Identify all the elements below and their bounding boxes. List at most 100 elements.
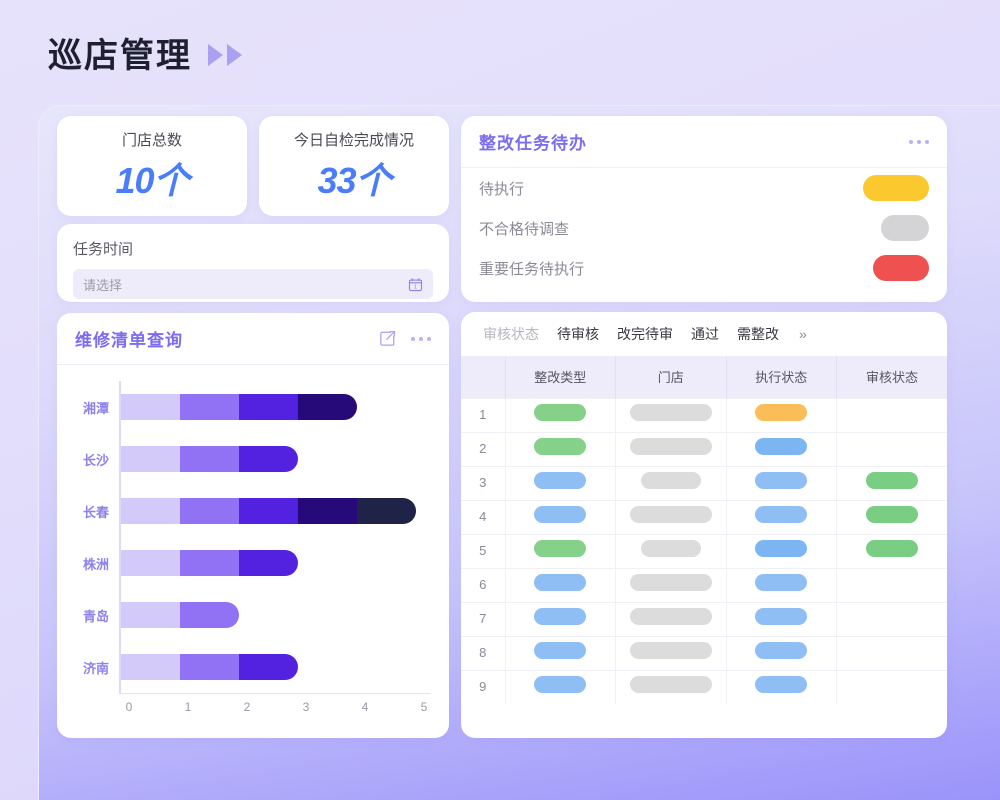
share-export-icon[interactable] (378, 329, 397, 348)
table-cell-exec (726, 601, 837, 636)
bar-track (119, 433, 431, 485)
table-row[interactable]: 6 (461, 567, 947, 602)
table-cell-exec (726, 465, 837, 500)
status-badge (629, 404, 712, 421)
todo-row[interactable]: 不合格待调查 (461, 208, 947, 248)
filter-item-0[interactable]: 待审核 (557, 326, 599, 342)
table-cell-type (505, 431, 616, 466)
table-cell-type (505, 635, 616, 670)
status-badge (755, 506, 808, 523)
svg-text:1: 1 (414, 284, 417, 290)
table-cell-index: 9 (461, 669, 506, 704)
table-cell-exec (726, 431, 837, 466)
table-row[interactable]: 4 (461, 499, 947, 534)
table-cell-audit (836, 397, 947, 432)
table-row[interactable]: 3 (461, 465, 947, 500)
todo-row[interactable]: 重要任务待执行 (461, 248, 947, 288)
stacked-bar[interactable] (121, 550, 298, 576)
table-header-exec: 执行状态 (726, 356, 837, 398)
stacked-bar[interactable] (121, 602, 239, 628)
table-header-type: 整改类型 (505, 356, 616, 398)
table-row[interactable]: 2 (461, 431, 947, 466)
status-badge (755, 472, 808, 489)
todo-row[interactable]: 待执行 (461, 168, 947, 208)
status-badge (534, 540, 587, 557)
stat-value: 10个 (115, 159, 189, 201)
table-cell-type (505, 601, 616, 636)
bar-segment (239, 654, 298, 680)
bar-segment (298, 394, 357, 420)
more-horizontal-icon[interactable] (909, 139, 929, 144)
bar-track (119, 537, 431, 589)
calendar-icon[interactable]: 1 (408, 277, 423, 292)
bar-category-label: 济南 (82, 660, 109, 676)
status-badge (866, 540, 918, 557)
bar-segment (121, 394, 180, 420)
bar-segment (180, 498, 239, 524)
stacked-bar[interactable] (121, 446, 298, 472)
more-horizontal-icon[interactable] (411, 336, 431, 341)
rectification-table-card: 审核状态 待审核 改完待审 通过 需整改 » 整改类型 门店 执行状态 审核状态… (461, 312, 947, 738)
bar-category-label: 青岛 (82, 608, 109, 624)
table-cell-exec (726, 635, 837, 670)
todo-row-label: 待执行 (479, 180, 525, 198)
filter-bar: 审核状态 待审核 改完待审 通过 需整改 » (461, 312, 947, 356)
chart-card-header: 维修清单查询 (57, 313, 449, 365)
table-cell-store (615, 431, 727, 466)
table-row[interactable]: 1 (461, 397, 947, 432)
bar-row: 长春 (75, 485, 431, 537)
chart-card-title: 维修清单查询 (75, 331, 183, 350)
table-cell-store (615, 669, 727, 704)
axis-tick-label: 5 (420, 700, 428, 714)
todo-card-header: 整改任务待办 (461, 116, 947, 168)
table-cell-audit (836, 669, 947, 704)
table-cell-audit (836, 431, 947, 466)
table-cell-type (505, 499, 616, 534)
stacked-bar[interactable] (121, 498, 416, 524)
status-badge (629, 608, 712, 625)
table-row[interactable]: 9 (461, 669, 947, 704)
filter-item-3[interactable]: 需整改 (737, 326, 779, 342)
status-badge (640, 472, 701, 489)
bar-row: 青岛 (75, 589, 431, 641)
status-badge (629, 438, 712, 455)
stacked-bar[interactable] (121, 394, 357, 420)
task-time-label: 任务时间 (73, 241, 134, 258)
table-cell-index: 7 (461, 601, 506, 636)
table-cell-index: 5 (461, 533, 506, 568)
table-header-store: 门店 (615, 356, 727, 398)
axis-tick-label: 1 (184, 700, 192, 714)
table-row[interactable]: 5 (461, 533, 947, 568)
table-cell-type (505, 567, 616, 602)
status-badge (866, 506, 918, 523)
filter-item-2[interactable]: 通过 (691, 326, 719, 342)
status-badge (629, 506, 712, 523)
filter-overflow-icon[interactable]: » (799, 326, 807, 342)
table-cell-audit (836, 635, 947, 670)
table-row[interactable]: 8 (461, 635, 947, 670)
table-cell-type (505, 533, 616, 568)
task-time-card: 任务时间 请选择 1 (57, 224, 449, 302)
axis-tick-label: 0 (125, 700, 133, 714)
task-time-input[interactable]: 请选择 1 (73, 269, 433, 299)
status-badge (755, 540, 808, 557)
bar-segment (239, 446, 298, 472)
bar-segment (121, 654, 180, 680)
status-badge (534, 608, 587, 625)
filter-item-1[interactable]: 改完待审 (617, 326, 673, 342)
bar-category-label: 株洲 (82, 556, 109, 572)
bar-segment (239, 498, 298, 524)
table-row[interactable]: 7 (461, 601, 947, 636)
table-cell-index: 2 (461, 431, 506, 466)
axis-tick-label: 2 (243, 700, 251, 714)
bar-segment (239, 550, 298, 576)
stacked-bar[interactable] (121, 654, 298, 680)
axis-tick-label: 4 (361, 700, 369, 714)
stat-label: 今日自检完成情况 (293, 131, 414, 149)
status-badge (629, 574, 712, 591)
bar-chart: 湘潭 长沙 长春 株洲 青岛 济南 0 1 2 3 4 5 (57, 365, 449, 737)
bar-segment (121, 498, 180, 524)
status-badge (629, 642, 712, 659)
table-cell-store (615, 499, 727, 534)
